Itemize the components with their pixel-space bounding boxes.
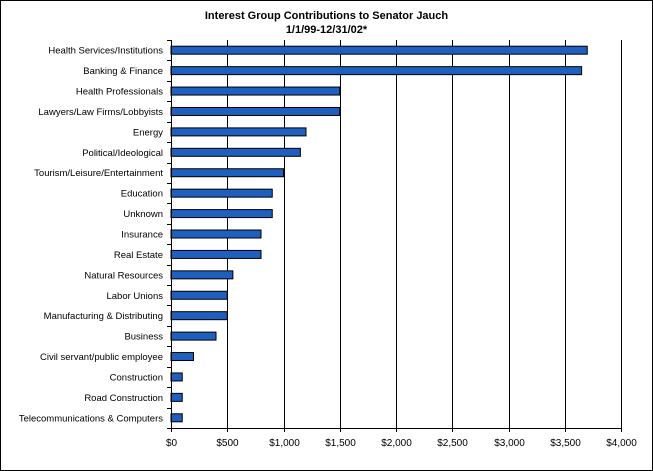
bar [170,45,588,55]
category-label: Health Services/Institutions [48,46,163,57]
category-label: Lawyers/Law Firms/Lobbyists [38,107,163,118]
bar [170,86,341,96]
bar [170,106,341,116]
x-tick-label: $2,000 [381,438,412,449]
category-label: Labor Unions [106,291,163,302]
category-label: Unknown [123,209,163,220]
category-label: Natural Resources [84,270,163,281]
x-tick-label: $3,000 [494,438,525,449]
gridlines [227,40,622,428]
bar [170,66,583,76]
bar [170,147,301,157]
category-label: Energy [133,127,163,138]
bar [170,270,234,280]
x-tick-label: $3,500 [550,438,581,449]
category-label: Health Professionals [76,87,163,98]
bar [170,168,284,178]
category-label: Banking & Finance [83,66,163,77]
category-label: Telecommunications & Computers [19,413,163,424]
category-label: Business [124,332,163,343]
x-tick-labels: $0 $500 $1,000 $1,500 $2,000 $2,500 $3,000 $3,5… [166,438,637,449]
category-label: Education [121,189,163,200]
bar [170,331,217,341]
x-tick-label: $4,000 [606,438,637,449]
bar [170,290,228,300]
bar [170,229,262,239]
bar [170,209,273,219]
axes [167,40,622,432]
x-tick-label: $0 [166,438,178,449]
x-tick-label: $1,500 [325,438,356,449]
bars [170,45,588,423]
bar [170,249,262,259]
bar [170,392,183,402]
bar [170,311,228,321]
category-labels: Health Services/Institutions Banking & Fi… [19,46,164,425]
category-label: Tourism/Leisure/Entertainment [34,168,163,179]
category-label: Manufacturing & Distributing [44,311,163,322]
x-tick-label: $500 [216,438,239,449]
category-label: Real Estate [114,250,163,261]
category-label: Civil servant/public employee [40,352,163,363]
chart-subtitle: 1/1/99-12/31/02* [285,24,368,36]
x-tick-label: $2,500 [437,438,468,449]
category-label: Insurance [121,230,163,241]
bar [170,188,273,198]
bar [170,372,183,382]
category-label: Political/Ideological [82,148,163,159]
bar [170,127,307,137]
chart-title: Interest Group Contributions to Senator … [204,10,449,22]
bar [170,352,194,362]
category-label: Road Construction [84,393,163,404]
x-tick-label: $1,000 [269,438,300,449]
category-label: Construction [110,372,163,383]
bar [170,413,183,423]
